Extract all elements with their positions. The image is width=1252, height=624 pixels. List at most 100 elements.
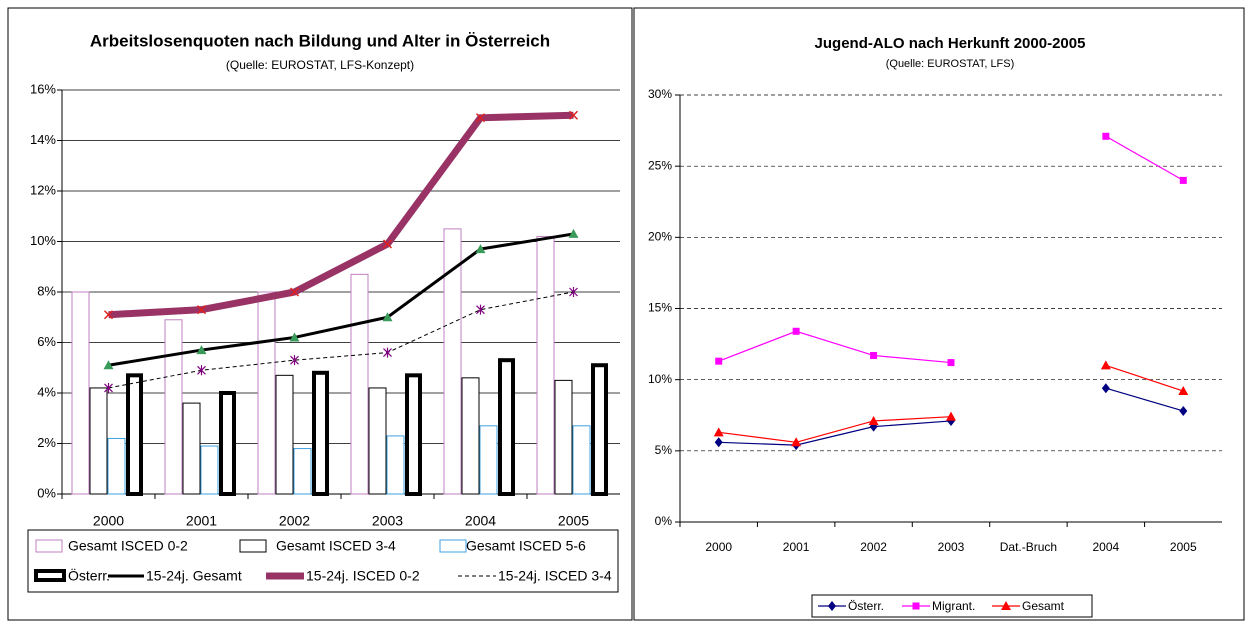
marker <box>104 382 113 393</box>
chart-subtitle: (Quelle: EUROSTAT, LFS) <box>886 58 1015 70</box>
legend-label: Österr. <box>68 567 110 584</box>
marker <box>791 437 802 447</box>
y-tick-label: 5% <box>655 443 673 457</box>
marker <box>1179 176 1187 184</box>
marker <box>289 332 300 342</box>
right-panel <box>633 7 1245 621</box>
marker <box>1102 132 1110 140</box>
y-tick-label: 2% <box>37 435 56 450</box>
bar <box>368 387 387 495</box>
x-tick-label: 2000 <box>705 540 732 554</box>
marker <box>715 357 723 365</box>
bar <box>591 363 608 496</box>
bar <box>293 448 312 495</box>
legend-label: Österr. <box>848 599 884 613</box>
marker <box>103 360 114 370</box>
bar <box>182 402 201 495</box>
chart-title: Jugend-ALO nach Herkunft 2000-2005 <box>815 35 1086 52</box>
line <box>108 291 574 389</box>
marker <box>197 365 206 376</box>
bar <box>405 373 422 497</box>
y-tick-label: 0% <box>655 514 673 528</box>
marker <box>947 359 955 367</box>
legend-label: Gesamt ISCED 3-4 <box>276 538 396 554</box>
marker <box>1001 601 1011 610</box>
marker <box>1101 383 1110 394</box>
legend-label: Migrant. <box>932 599 975 613</box>
marker <box>1179 405 1188 416</box>
y-tick-label: 15% <box>648 301 672 315</box>
line <box>108 232 574 367</box>
bar <box>386 435 405 495</box>
x-tick-label: 2003 <box>372 513 403 529</box>
bar <box>71 291 90 495</box>
x-tick-label: 2003 <box>938 540 965 554</box>
line <box>1105 364 1184 392</box>
legend-box <box>811 594 1093 618</box>
x-tick-label: 2002 <box>279 513 310 529</box>
bar <box>89 387 108 495</box>
marker <box>290 355 299 366</box>
marker <box>103 310 114 320</box>
marker <box>382 239 393 249</box>
marker <box>569 287 578 297</box>
y-tick-label: 25% <box>648 158 672 172</box>
bar <box>312 370 329 496</box>
line <box>1105 135 1184 181</box>
legend-label: 15-24j. Gesamt <box>146 568 242 584</box>
bar <box>572 425 591 495</box>
bar <box>443 228 462 495</box>
line <box>718 330 952 364</box>
line <box>108 111 574 319</box>
marker <box>475 244 486 254</box>
bar <box>536 235 555 495</box>
marker <box>196 345 207 355</box>
marker <box>868 415 879 425</box>
x-tick-label: 2005 <box>1170 540 1197 554</box>
legend-label: Gesamt ISCED 0-2 <box>68 538 188 554</box>
y-tick-label: 10% <box>648 372 672 386</box>
legend-label: 15-24j. ISCED 0-2 <box>306 568 420 584</box>
bar <box>257 291 276 495</box>
y-tick-label: 10% <box>30 233 56 248</box>
legend-label: 15-24j. ISCED 3-4 <box>498 568 612 584</box>
x-tick-label: 2000 <box>93 513 124 529</box>
marker <box>792 327 800 335</box>
x-tick-label: Dat.-Bruch <box>1000 540 1057 554</box>
x-tick-label: 2004 <box>465 513 496 529</box>
x-tick-label: 2002 <box>860 540 887 554</box>
line <box>718 420 952 446</box>
bar <box>126 373 143 497</box>
x-tick-label: 2005 <box>558 513 589 529</box>
bar <box>107 437 126 495</box>
bar <box>275 374 294 495</box>
marker <box>289 287 300 297</box>
marker <box>1100 360 1111 370</box>
marker <box>713 427 724 437</box>
y-tick-label: 14% <box>30 132 56 147</box>
y-tick-label: 0% <box>37 485 56 500</box>
y-tick-label: 16% <box>30 81 56 96</box>
legend-swatch <box>34 569 66 582</box>
bar <box>200 445 219 495</box>
chart-subtitle: (Quelle: EUROSTAT, LFS-Konzept) <box>226 58 414 72</box>
marker <box>714 437 723 448</box>
bar <box>461 377 480 495</box>
marker <box>1178 386 1189 396</box>
legend-swatch <box>439 539 467 553</box>
bar <box>479 425 498 495</box>
line <box>718 416 952 443</box>
y-tick-label: 12% <box>30 182 56 197</box>
marker <box>382 312 393 322</box>
legend-label: Gesamt ISCED 5-6 <box>466 538 586 554</box>
y-tick-label: 6% <box>37 334 56 349</box>
line <box>1105 387 1184 412</box>
y-tick-label: 20% <box>648 230 672 244</box>
legend-box <box>27 529 619 593</box>
marker <box>475 113 486 123</box>
x-tick-label: 2004 <box>1093 540 1120 554</box>
marker <box>912 602 920 610</box>
bar <box>350 273 369 495</box>
legend-swatch <box>239 539 267 553</box>
